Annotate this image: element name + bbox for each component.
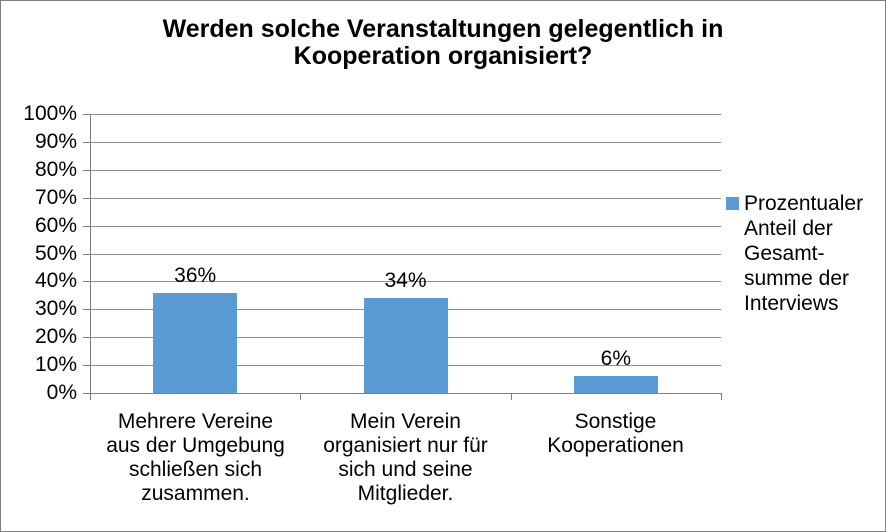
y-axis-tick — [83, 197, 90, 199]
x-axis-tick — [300, 393, 302, 400]
bar-value-label: 34% — [384, 269, 427, 293]
x-axis-tick — [510, 393, 512, 400]
y-axis-label: 70% — [34, 185, 77, 209]
bar-value-label: 36% — [174, 263, 217, 287]
gridline — [90, 141, 721, 143]
gridline — [90, 281, 721, 283]
chart-title: Werden solche Veranstaltungen gelegentli… — [162, 15, 724, 70]
x-axis-tick — [90, 393, 91, 400]
y-axis-tick — [83, 225, 90, 227]
y-axis-label: 80% — [34, 157, 77, 181]
y-axis-tick — [83, 281, 90, 283]
gridline — [90, 169, 721, 171]
legend-color-swatch-icon — [726, 197, 739, 210]
y-axis-tick — [83, 253, 90, 255]
y-axis-label: 60% — [34, 213, 77, 237]
y-axis-label: 100% — [23, 102, 77, 125]
category-label-mein-verein: Mein Verein organisiert nur für sich und… — [323, 410, 488, 505]
y-axis-tick — [83, 114, 90, 115]
x-axis-tick — [721, 393, 722, 400]
gridline — [90, 225, 721, 227]
y-axis-label: 30% — [34, 297, 77, 321]
gridline — [90, 114, 721, 115]
bar — [363, 298, 448, 393]
y-axis-label: 10% — [34, 353, 77, 377]
category-label-sonstige-kooperationen: Sonstige Kooperationen — [547, 410, 684, 457]
bar-value-label: 6% — [600, 347, 631, 371]
category-label-mehrere-vereine: Mehrere Vereine aus der Umgebung schließ… — [106, 410, 285, 505]
y-axis-label: 40% — [34, 269, 77, 293]
gridline — [90, 253, 721, 255]
y-axis-tick — [83, 337, 90, 339]
y-axis-tick — [83, 141, 90, 143]
x-axis-line — [90, 393, 722, 394]
y-axis-tick — [83, 309, 90, 311]
y-axis-tick — [83, 393, 90, 394]
y-axis-line — [90, 114, 91, 400]
y-axis-tick — [83, 365, 90, 367]
y-axis-label: 90% — [34, 129, 77, 153]
bar — [153, 292, 238, 393]
y-axis-label: 50% — [34, 241, 77, 265]
y-axis-tick — [83, 169, 90, 171]
bar — [573, 376, 658, 393]
y-axis-label: 20% — [34, 325, 77, 349]
gridline — [90, 197, 721, 199]
y-axis-label: 0% — [46, 381, 77, 404]
legend-label: Prozentualer Anteil der Gesamt- summe de… — [744, 192, 864, 315]
